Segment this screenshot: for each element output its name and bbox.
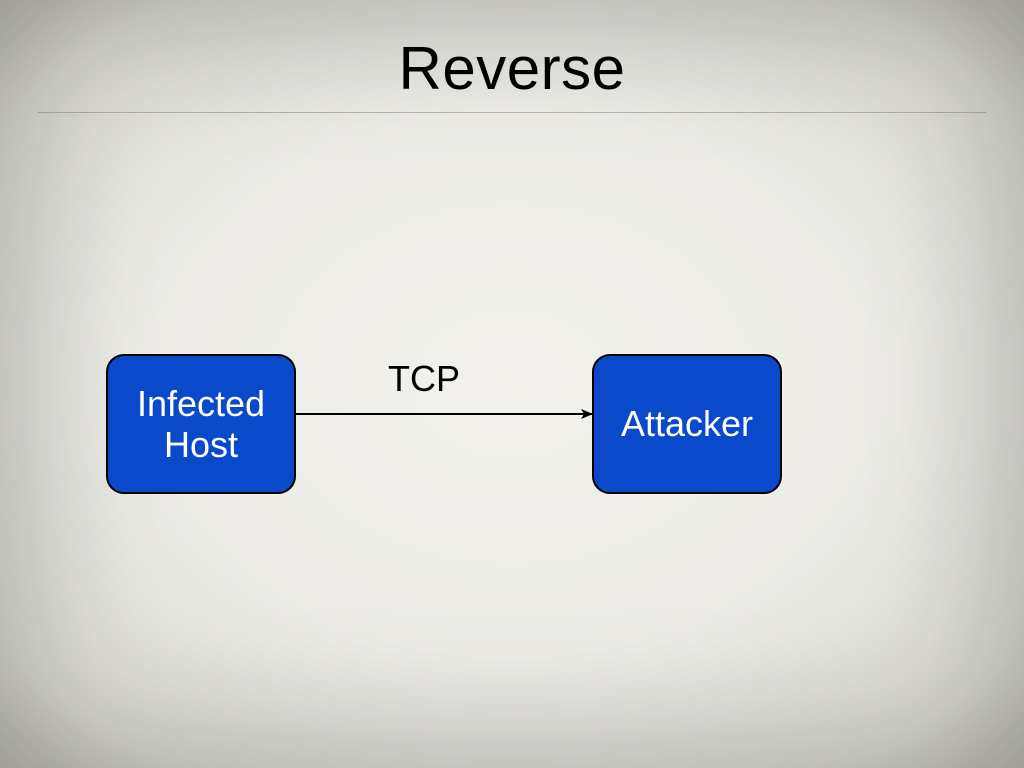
slide-canvas: Reverse InfectedHost Attacker TCP [0,0,1024,768]
edge-arrow [0,0,1024,768]
